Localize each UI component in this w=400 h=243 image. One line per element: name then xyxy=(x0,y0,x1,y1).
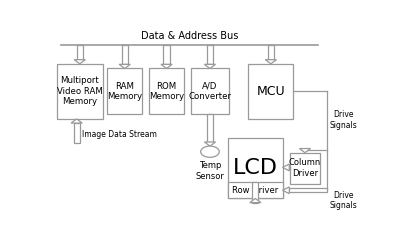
Polygon shape xyxy=(77,45,83,60)
Polygon shape xyxy=(289,188,328,192)
Polygon shape xyxy=(74,60,85,64)
Text: Multiport
Video RAM
Memory: Multiport Video RAM Memory xyxy=(57,77,103,106)
Polygon shape xyxy=(204,64,216,69)
Polygon shape xyxy=(161,64,172,69)
Text: MCU: MCU xyxy=(256,85,285,98)
Polygon shape xyxy=(252,182,258,203)
Text: ROM
Memory: ROM Memory xyxy=(149,82,184,101)
Bar xyxy=(107,69,142,114)
Bar xyxy=(228,182,282,199)
Bar xyxy=(290,153,320,183)
Bar xyxy=(149,69,184,114)
Text: LCD: LCD xyxy=(233,158,278,178)
Text: Row Driver: Row Driver xyxy=(232,186,278,195)
Text: Temp
Sensor: Temp Sensor xyxy=(196,161,224,181)
Polygon shape xyxy=(207,45,213,64)
Polygon shape xyxy=(282,164,289,171)
Polygon shape xyxy=(122,45,128,64)
Polygon shape xyxy=(204,142,216,146)
Polygon shape xyxy=(250,199,261,203)
Polygon shape xyxy=(71,119,82,123)
Polygon shape xyxy=(119,64,130,69)
Polygon shape xyxy=(302,148,308,150)
Polygon shape xyxy=(282,187,289,194)
Polygon shape xyxy=(265,60,276,64)
Polygon shape xyxy=(207,114,213,142)
Circle shape xyxy=(201,146,219,157)
Bar xyxy=(57,64,103,119)
Text: Data & Address Bus: Data & Address Bus xyxy=(141,31,238,41)
Polygon shape xyxy=(299,148,310,153)
Text: Drive
Signals: Drive Signals xyxy=(330,110,358,130)
Text: Drive
Signals: Drive Signals xyxy=(330,191,358,210)
Polygon shape xyxy=(268,45,274,60)
Polygon shape xyxy=(74,123,80,143)
Bar xyxy=(248,64,293,119)
Bar xyxy=(191,69,229,114)
Polygon shape xyxy=(289,165,290,169)
Text: RAM
Memory: RAM Memory xyxy=(107,82,142,101)
Polygon shape xyxy=(164,45,170,64)
Text: Column
Driver: Column Driver xyxy=(289,158,321,178)
Text: Image Data Stream: Image Data Stream xyxy=(82,130,157,139)
Text: A/D
Converter: A/D Converter xyxy=(188,82,232,101)
Bar xyxy=(228,138,282,199)
